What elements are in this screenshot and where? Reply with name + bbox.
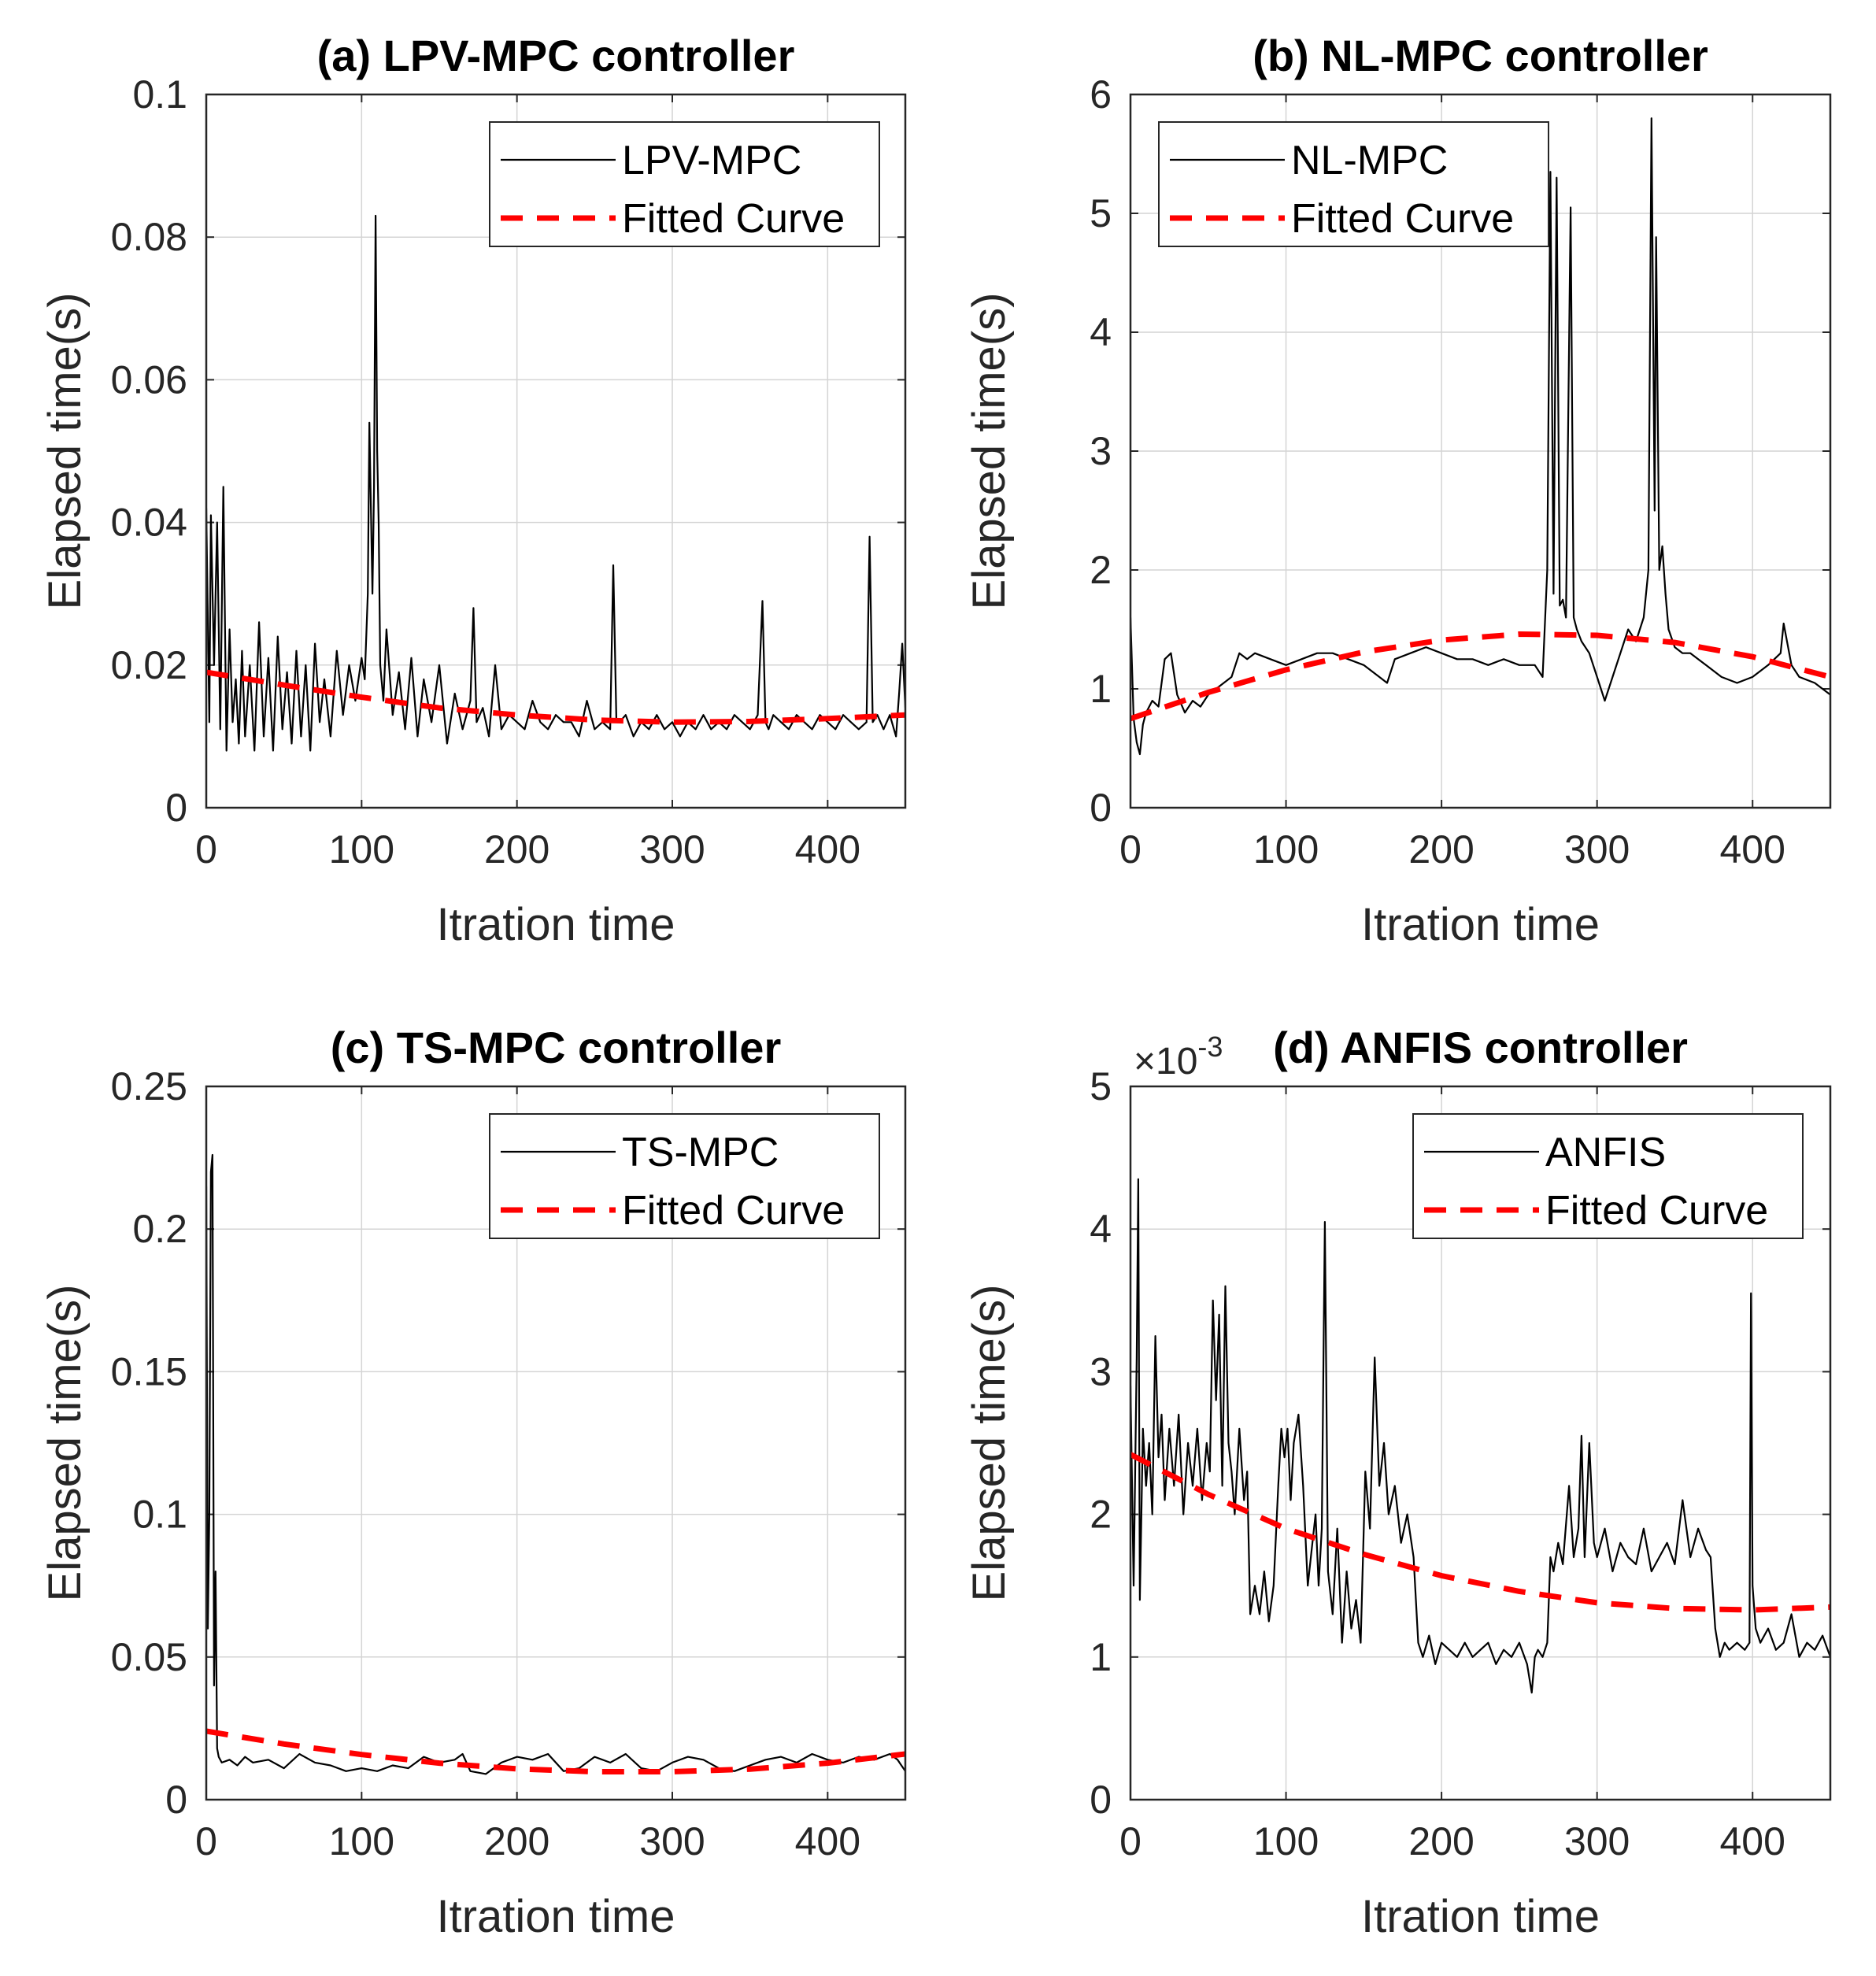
x-tick-label: 400: [1720, 827, 1785, 871]
measured-series-line: [1130, 117, 1830, 756]
legend: LPV-MPC Fitted Curve: [489, 121, 880, 247]
x-axis-label: Itration time: [1361, 899, 1600, 950]
x-tick-label: 300: [639, 827, 705, 871]
fitted-curve-line: [1130, 631, 1830, 722]
legend-entry-label: TS-MPC: [622, 1130, 779, 1175]
x-tick-label: 300: [639, 1819, 705, 1863]
x-tick-label: 400: [1720, 1819, 1785, 1863]
x-tick-label: 200: [484, 1819, 549, 1863]
y-tick-label: 3: [1090, 1349, 1112, 1393]
x-tick-label: 0: [1119, 827, 1142, 871]
y-tick-label: 3: [1090, 429, 1112, 473]
y-tick-label: 5: [1090, 1064, 1112, 1108]
x-tick-label: 300: [1564, 1819, 1630, 1863]
y-axis-label: Elapsed time(s): [39, 293, 91, 610]
y-tick-label: 1: [1090, 1635, 1112, 1679]
y-tick-label: 0.05: [111, 1635, 187, 1679]
x-tick-label: 100: [1253, 1819, 1319, 1863]
y-axis-label: Elapsed time(s): [964, 293, 1015, 610]
chart-panel-3: 0 100 200 300 400 0 0.05 0.1 0.15 0.2 0.25 (c) TS-M…: [39, 1023, 907, 1942]
y-tick-label: 0.06: [111, 357, 187, 401]
x-tick-label: 0: [195, 827, 217, 871]
y-tick-label: 0: [1090, 1778, 1112, 1822]
legend-entry-label: Fitted Curve: [1291, 196, 1514, 242]
y-tick-label: 2: [1090, 1493, 1112, 1537]
legend-box: [489, 121, 880, 247]
fitted-curve-line: [206, 669, 905, 725]
x-tick-label: 200: [1408, 1819, 1474, 1863]
y-tick-label: 0: [165, 786, 187, 830]
y-axis-label: Elapsed time(s): [39, 1285, 91, 1602]
x-tick-label: 100: [329, 827, 394, 871]
measured-series-line: [206, 214, 905, 752]
chart-title: (b) NL-MPC controller: [1253, 31, 1708, 80]
chart-panel-4: 0 100 200 300 400 0 1 2 3 4 5 (d) ANFIS controller I…: [964, 1023, 1832, 1942]
y-tick-label: 0.1: [132, 72, 187, 117]
y-tick-label: 4: [1090, 1207, 1112, 1251]
chart-panel-1: 0 100 200 300 400 0 0.02 0.04 0.06 0.08 0.1 (a) LPV…: [39, 31, 907, 950]
y-tick-label: 4: [1090, 310, 1112, 354]
x-tick-label: 200: [1408, 827, 1474, 871]
y-tick-label: 0.1: [132, 1493, 187, 1537]
axes-frame: [205, 1085, 907, 1801]
legend-entry-label: Fitted Curve: [1545, 1188, 1768, 1234]
axes-frame: [1129, 93, 1832, 809]
x-tick-label: 400: [795, 827, 860, 871]
y-tick-label: 1: [1090, 667, 1112, 711]
legend-entry-label: Fitted Curve: [622, 1188, 845, 1234]
legend-entry-label: LPV-MPC: [622, 138, 801, 183]
y-tick-label: 0.02: [111, 643, 187, 687]
chart-title: (c) TS-MPC controller: [331, 1023, 781, 1072]
x-tick-label: 200: [484, 827, 549, 871]
legend-box: [489, 1113, 880, 1239]
legend-entry-label: ANFIS: [1545, 1130, 1666, 1175]
x-axis-label: Itration time: [437, 1891, 675, 1942]
x-tick-label: 300: [1564, 827, 1630, 871]
legend: NL-MPC Fitted Curve: [1158, 121, 1549, 247]
fitted-curve-line: [1130, 1452, 1830, 1613]
legend: ANFIS Fitted Curve: [1412, 1113, 1804, 1239]
y-tick-label: 2: [1090, 548, 1112, 592]
y-tick-label: 0: [1090, 786, 1112, 830]
y-tick-label: 6: [1090, 72, 1112, 117]
legend-box: [1158, 121, 1549, 247]
legend-entry-label: NL-MPC: [1291, 138, 1448, 183]
x-tick-label: 100: [1253, 827, 1319, 871]
y-exponent-label: ×10-3: [1134, 1031, 1223, 1082]
legend-box: [1412, 1113, 1804, 1239]
chart-title: (d) ANFIS controller: [1273, 1023, 1688, 1072]
y-tick-label: 0.04: [111, 501, 187, 545]
measured-series-line: [1130, 1178, 1830, 1694]
legend-entry-label: Fitted Curve: [622, 196, 845, 242]
y-tick-label: 0.2: [132, 1207, 187, 1251]
measured-series-line: [206, 1153, 905, 1775]
axes-frame: [205, 93, 907, 809]
legend: TS-MPC Fitted Curve: [489, 1113, 880, 1239]
fitted-curve-line: [206, 1728, 905, 1774]
y-tick-label: 0.25: [111, 1064, 187, 1108]
y-tick-label: 0: [165, 1778, 187, 1822]
x-tick-label: 100: [329, 1819, 394, 1863]
axes-frame: [1129, 1085, 1832, 1801]
y-tick-label: 0.08: [111, 215, 187, 259]
y-tick-label: 5: [1090, 191, 1112, 235]
y-axis-label: Elapsed time(s): [964, 1285, 1015, 1602]
x-axis-label: Itration time: [1361, 1891, 1600, 1942]
chart-panel-2: 0 100 200 300 400 0 1 2 3 4 5 6 (b) NL-MPC controlle…: [964, 31, 1832, 950]
x-tick-label: 0: [195, 1819, 217, 1863]
chart-title: (a) LPV-MPC controller: [317, 31, 795, 80]
x-axis-label: Itration time: [437, 899, 675, 950]
y-tick-label: 0.15: [111, 1349, 187, 1393]
x-tick-label: 400: [795, 1819, 860, 1863]
x-tick-label: 0: [1119, 1819, 1142, 1863]
